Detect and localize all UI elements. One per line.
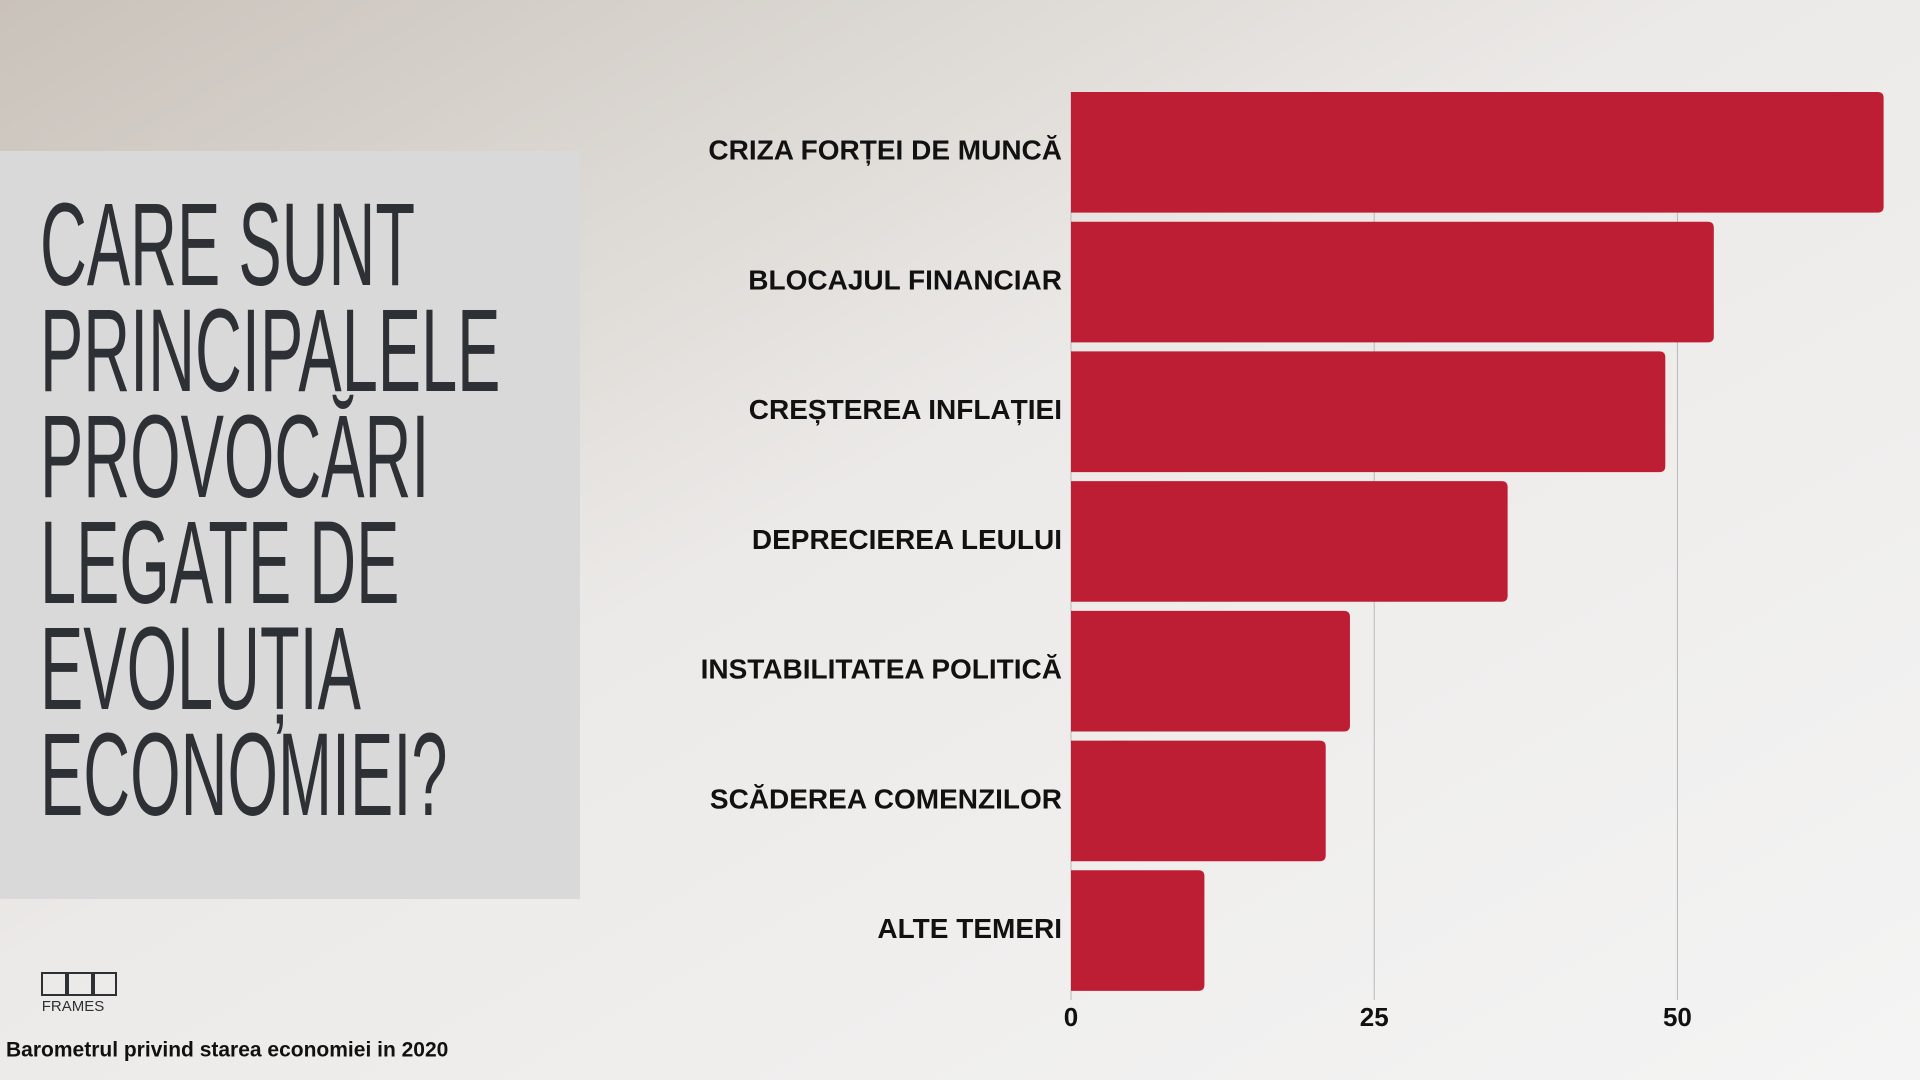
title-line: PRINCIPALELE [40,286,500,417]
category-label: SCĂDEREA COMENZILOR [710,783,1062,814]
bar [1071,610,1350,732]
bar [1071,740,1326,862]
category-label: DEPRECIEREA LEULUI [752,524,1062,555]
category-label: INSTABILITATEA POLITICĂ [701,654,1062,685]
title-box [0,151,580,899]
category-label: CRIZA FORȚEI DE MUNCĂ [708,135,1062,166]
title-line: ECONOMIEI? [40,710,447,841]
bar [1071,351,1666,473]
bar [1071,221,1714,343]
title-line: PROVOCĂRI [40,392,429,523]
logo-frame [41,972,67,996]
bar [1071,481,1508,602]
x-tick-label: 50 [1663,1002,1692,1032]
title-line: EVOLUȚIA [40,604,361,735]
category-label: CREȘTEREA INFLAȚIEI [749,394,1062,425]
x-tick-label: 25 [1360,1002,1389,1032]
bar [1071,870,1205,991]
title-line: LEGATE DE [40,498,399,629]
source: Barometrul privind starea economiei in 2… [6,1039,448,1062]
bar [1071,92,1884,213]
logo-frame [67,972,93,996]
x-tick-label: 0 [1064,1002,1078,1032]
logo-frame [93,972,117,996]
category-label: ALTE TEMERI [877,913,1062,944]
title-line: CARE SUNT [40,180,415,311]
category-label: BLOCAJUL FINANCIAR [748,264,1062,295]
logo-text: FRAMES [42,998,105,1015]
logo-icon [41,972,117,996]
